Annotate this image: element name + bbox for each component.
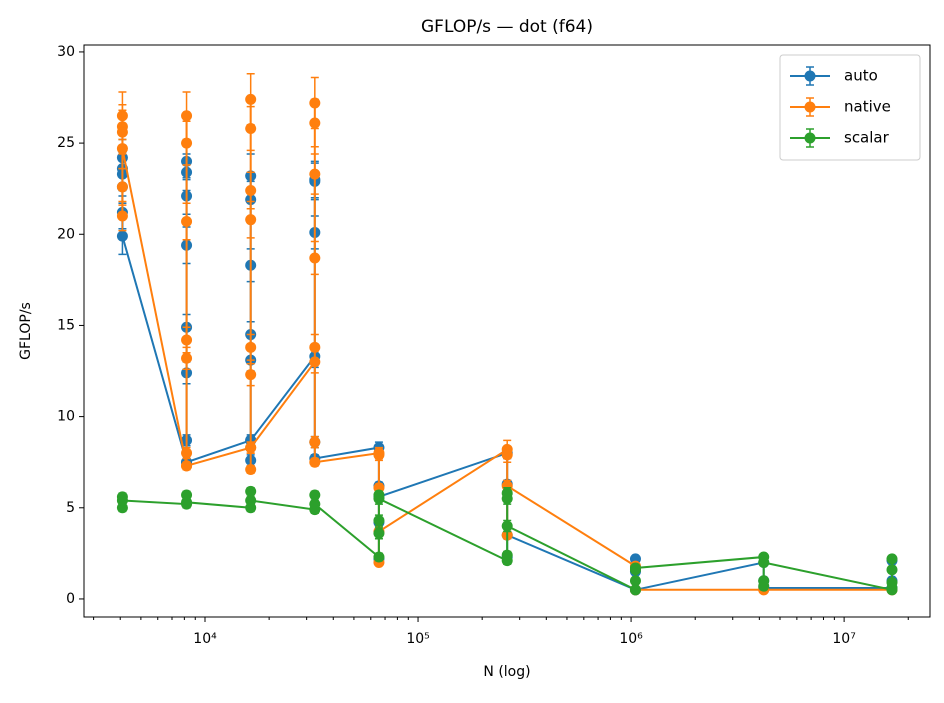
y-tick-label: 10 — [57, 409, 75, 425]
x-tick-label: 10⁷ — [832, 631, 855, 647]
y-tick-label: 5 — [66, 500, 75, 516]
data-point — [245, 93, 257, 105]
data-point — [309, 168, 321, 180]
data-point — [181, 110, 193, 122]
data-point — [373, 551, 385, 563]
data-point — [245, 369, 257, 381]
data-point — [309, 356, 321, 368]
data-point — [629, 562, 641, 574]
data-point — [181, 137, 193, 149]
data-point — [309, 489, 321, 501]
y-tick-label: 25 — [57, 135, 75, 151]
x-tick-label: 10⁴ — [193, 631, 217, 647]
legend-marker — [804, 70, 816, 82]
data-point — [245, 442, 257, 454]
data-point — [886, 564, 898, 576]
data-point — [309, 436, 321, 448]
legend-label: scalar — [844, 129, 890, 147]
data-point — [309, 252, 321, 264]
data-point — [181, 352, 193, 364]
y-tick-label: 15 — [57, 317, 75, 333]
data-point — [373, 515, 385, 527]
data-point — [181, 496, 193, 508]
x-tick-label: 10⁵ — [406, 631, 429, 647]
data-point — [886, 582, 898, 594]
chart-title: GFLOP/s — dot (f64) — [421, 17, 593, 37]
data-point — [373, 449, 385, 461]
legend-label: native — [844, 98, 891, 116]
data-point — [116, 210, 128, 222]
legend-marker — [804, 101, 816, 113]
data-point — [758, 556, 770, 568]
x-tick-label: 10⁶ — [619, 631, 643, 647]
data-point — [181, 216, 193, 228]
data-point — [245, 341, 257, 353]
data-point — [309, 456, 321, 468]
data-point — [501, 549, 513, 561]
data-point — [629, 575, 641, 587]
data-point — [245, 214, 257, 226]
data-point — [373, 493, 385, 505]
data-point — [245, 494, 257, 506]
data-point — [501, 520, 513, 532]
data-point — [116, 143, 128, 155]
legend-label: auto — [844, 67, 878, 85]
data-point — [116, 181, 128, 193]
data-point — [245, 485, 257, 497]
data-point — [116, 494, 128, 506]
legend-box — [779, 54, 921, 161]
data-point — [309, 117, 321, 129]
y-axis-label: GFLOP/s — [18, 302, 34, 360]
data-point — [886, 553, 898, 565]
data-point — [245, 185, 257, 197]
data-point — [116, 230, 128, 242]
data-point — [309, 341, 321, 353]
data-point — [245, 463, 257, 475]
data-point — [629, 584, 641, 596]
data-point — [181, 460, 193, 472]
data-point — [181, 334, 193, 346]
x-axis-label: N (log) — [483, 664, 530, 680]
y-tick-label: 20 — [57, 226, 75, 242]
data-point — [758, 580, 770, 592]
y-tick-label: 30 — [57, 44, 75, 60]
data-point — [373, 527, 385, 539]
plot-frame — [83, 44, 931, 618]
data-point — [181, 447, 193, 459]
data-point — [245, 123, 257, 135]
data-point — [501, 487, 513, 499]
y-tick-label: 0 — [66, 591, 75, 607]
data-point — [501, 449, 513, 461]
data-point — [309, 498, 321, 510]
series-2 — [116, 485, 898, 596]
legend-marker — [804, 132, 816, 144]
